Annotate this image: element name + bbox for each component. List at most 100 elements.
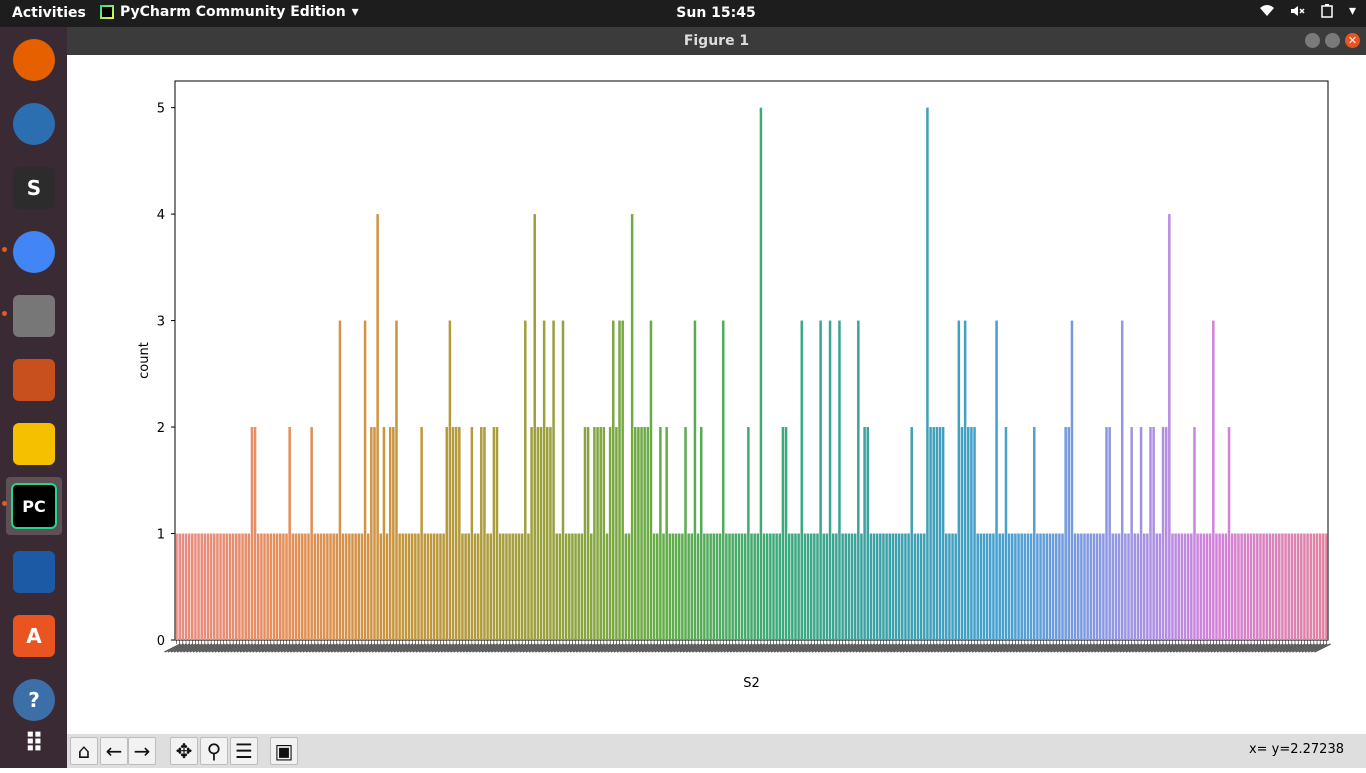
bar — [787, 533, 791, 640]
y-tick-label: 0 — [157, 634, 165, 649]
bar — [872, 533, 876, 640]
x-tick-label — [927, 643, 945, 653]
launcher-item-help[interactable]: ? — [6, 671, 62, 729]
wifi-icon[interactable] — [1259, 3, 1275, 23]
bar — [1186, 533, 1190, 640]
bar — [392, 427, 395, 640]
clock[interactable]: Sun 15:45 — [676, 5, 756, 21]
x-tick-label — [324, 643, 342, 653]
pan-button[interactable]: ✥ — [170, 737, 198, 765]
minimize-icon[interactable] — [1305, 33, 1320, 48]
x-tick-label — [1204, 643, 1221, 653]
launcher-item-thunderbird[interactable] — [6, 95, 62, 153]
x-tick-label — [1219, 643, 1237, 653]
bar — [1268, 533, 1272, 640]
x-tick-label — [1100, 643, 1118, 653]
x-tick-label — [629, 643, 646, 653]
bar — [775, 533, 778, 640]
activities-button[interactable]: Activities — [12, 5, 86, 21]
launcher-item-firefox[interactable] — [6, 31, 62, 89]
launcher-item-apps[interactable]: ⠿ — [6, 715, 62, 773]
bar — [1325, 533, 1328, 640]
save-button[interactable]: ▣ — [270, 737, 298, 765]
bar — [621, 320, 624, 640]
bar — [590, 533, 593, 640]
x-tick-label — [349, 643, 367, 653]
x-tick-label — [780, 643, 797, 653]
x-tick-label — [641, 643, 659, 653]
launcher-item-rhythmbox[interactable] — [6, 415, 62, 473]
x-tick-label — [1113, 643, 1130, 653]
x-tick-label — [1106, 643, 1124, 653]
bar — [797, 533, 800, 640]
forward-button[interactable]: → — [128, 737, 156, 765]
launcher-item-impress[interactable] — [6, 351, 62, 409]
x-tick-label — [604, 643, 621, 653]
x-tick-label — [192, 643, 210, 653]
bar — [1045, 533, 1049, 640]
back-button[interactable]: ← — [100, 737, 128, 765]
x-tick-label — [1084, 643, 1102, 653]
app-menu[interactable]: PyCharm Community Edition ▾ — [100, 4, 359, 20]
x-tick-label — [915, 643, 932, 653]
bar — [608, 427, 612, 640]
x-tick-label — [1081, 643, 1099, 653]
x-tick-label — [1091, 643, 1108, 653]
x-tick-label — [742, 643, 759, 653]
launcher-item-chrome[interactable] — [6, 223, 62, 281]
launcher-item-writer[interactable] — [6, 543, 62, 601]
bar — [897, 533, 901, 640]
battery-icon[interactable] — [1319, 3, 1335, 23]
bar — [816, 533, 819, 640]
x-tick-label — [1160, 643, 1177, 653]
system-tray[interactable]: ▾ — [1259, 3, 1356, 23]
bar — [1120, 320, 1124, 640]
configure-subplots-button[interactable]: ☰ — [230, 737, 258, 765]
launcher-item-slack[interactable]: S — [6, 159, 62, 217]
x-tick-label — [685, 643, 703, 653]
bar — [260, 533, 263, 640]
sliders-icon: ☰ — [235, 739, 253, 763]
bar — [1111, 533, 1115, 640]
volume-mute-icon[interactable] — [1289, 3, 1305, 23]
window-title-bar[interactable]: Figure 1 ✕ — [67, 27, 1366, 55]
bar — [894, 533, 898, 640]
x-tick-label — [425, 643, 442, 653]
bar — [294, 533, 298, 640]
bar — [1161, 427, 1165, 640]
x-tick-label — [635, 643, 653, 653]
bar — [209, 533, 213, 640]
launcher-item-files[interactable] — [6, 287, 62, 345]
bar — [916, 533, 920, 640]
bar — [718, 533, 722, 640]
bar — [637, 427, 640, 640]
bar — [297, 533, 301, 640]
x-tick-label — [478, 643, 496, 653]
x-tick-label — [1301, 643, 1319, 653]
x-tick-label — [311, 643, 329, 653]
firefox-icon — [13, 39, 55, 81]
home-button[interactable]: ⌂ — [70, 737, 98, 765]
figure-canvas[interactable]: 0 1 2 3 4 5 S2 count — [67, 55, 1366, 734]
launcher-item-pycharm[interactable]: PC — [6, 477, 62, 535]
bar-chart[interactable]: 0 1 2 3 4 5 S2 count — [67, 55, 1366, 734]
x-tick-label — [173, 643, 191, 653]
bar — [630, 214, 634, 640]
bar — [593, 427, 596, 640]
bar — [646, 427, 650, 640]
system-menu-icon[interactable]: ▾ — [1348, 3, 1356, 19]
x-tick-label — [390, 643, 408, 653]
bar — [841, 533, 844, 640]
zoom-button[interactable]: ⚲ — [200, 737, 228, 765]
x-tick-label — [277, 643, 294, 653]
bar — [822, 533, 826, 640]
x-tick-label — [1166, 643, 1184, 653]
maximize-icon[interactable] — [1325, 33, 1340, 48]
bar — [467, 533, 470, 640]
close-icon[interactable]: ✕ — [1345, 33, 1360, 48]
bar — [1224, 533, 1228, 640]
launcher-item-software[interactable]: A — [6, 607, 62, 665]
chevron-down-icon: ▾ — [351, 4, 359, 20]
bar — [483, 427, 486, 640]
bar — [989, 533, 992, 640]
